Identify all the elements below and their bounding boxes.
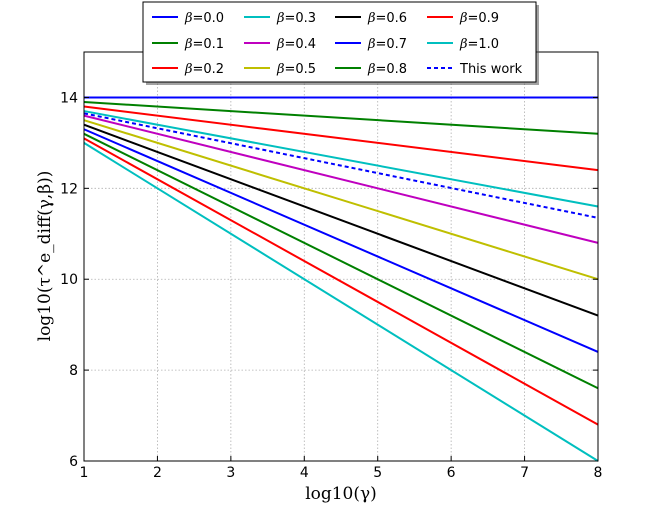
series-line-beta-0-8 xyxy=(83,132,599,390)
x-tick-label: 7 xyxy=(520,465,529,481)
plot-lines xyxy=(83,96,599,462)
series-line-beta-0-7 xyxy=(83,128,599,353)
x-axis-label: log10(γ) xyxy=(305,484,377,504)
y-tick-label: 6 xyxy=(69,454,78,470)
y-tick-label: 14 xyxy=(60,90,78,106)
x-tick-label: 2 xyxy=(153,465,162,481)
legend-label: β=0.4 xyxy=(276,37,316,52)
y-tick-label: 12 xyxy=(60,181,78,197)
series-line-beta-0-9 xyxy=(83,137,599,426)
x-tick-label: 3 xyxy=(226,465,235,481)
y-tick-label: 8 xyxy=(69,363,78,379)
legend-label: β=0.5 xyxy=(276,62,316,77)
series-line-beta-0-3 xyxy=(83,110,599,208)
legend-label: β=1.0 xyxy=(459,37,499,52)
x-tick-label: 6 xyxy=(447,465,456,481)
series-line-beta-0-1 xyxy=(83,100,599,135)
x-tick-label: 4 xyxy=(300,465,309,481)
legend-label: This work xyxy=(459,62,523,77)
series-line-beta-0-2 xyxy=(83,105,599,172)
series-line-beta-0-5 xyxy=(83,119,599,281)
y-tick-label: 10 xyxy=(60,272,78,288)
x-tick-label: 1 xyxy=(80,465,89,481)
legend-label: β=0.8 xyxy=(367,62,407,77)
x-tick-label: 5 xyxy=(373,465,382,481)
legend-label: β=0.1 xyxy=(184,37,224,52)
legend-label: β=0.2 xyxy=(184,62,224,77)
y-axis-label: log10(τ^e_diff(γ,β)) xyxy=(35,171,55,342)
series-line-this-work xyxy=(83,112,599,219)
series-line-beta-0-4 xyxy=(83,114,599,244)
series-line-beta-0-6 xyxy=(83,123,599,317)
legend-label: β=0.7 xyxy=(367,37,407,52)
x-tick-label: 8 xyxy=(594,465,603,481)
legend-label: β=0.9 xyxy=(459,11,499,26)
legend-label: β=0.3 xyxy=(276,11,316,26)
legend-label: β=0.6 xyxy=(367,11,407,26)
legend: β=0.0 β=0.1 β=0.2 β=0.3 β=0.4 β=0.5 β=0.6 β=0.7… xyxy=(142,1,539,85)
legend-label: β=0.0 xyxy=(184,11,224,26)
series-line-beta-1-0 xyxy=(83,142,599,462)
